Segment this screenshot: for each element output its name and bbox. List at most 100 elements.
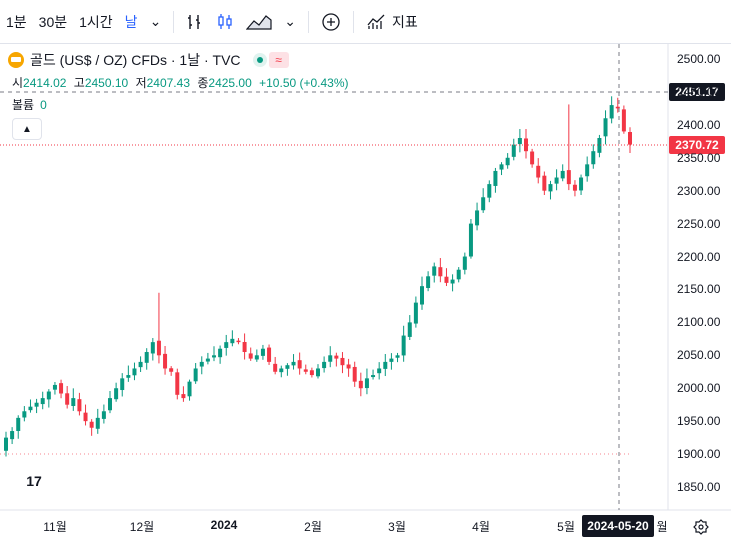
interval-1h[interactable]: 1시간 (79, 13, 113, 30)
candle-body (132, 368, 137, 376)
candle-body (597, 138, 602, 153)
candle-body (462, 256, 467, 270)
price-tick-label: 2000.00 (677, 381, 721, 396)
candle-body (334, 355, 339, 359)
candle-body (291, 361, 296, 366)
candle-body (144, 352, 149, 363)
candle-body (4, 437, 8, 451)
interval-30m[interactable]: 30분 (38, 13, 68, 30)
indicators-button[interactable]: 지표 (360, 6, 424, 38)
candle-body (242, 341, 247, 353)
market-status-dot[interactable] (252, 53, 267, 67)
indicators-icon (367, 14, 385, 29)
candle-body (444, 276, 449, 283)
candle-body (169, 368, 174, 372)
time-tick-label: 2024 (210, 518, 238, 532)
time-tick-label: 5월 (557, 520, 575, 534)
candle-body (328, 355, 333, 362)
price-tick-label: 1950.00 (677, 414, 721, 429)
candle-body (364, 378, 369, 389)
compare-button[interactable] (315, 6, 347, 38)
candle-body (401, 335, 406, 356)
price-tick-label: 2100.00 (677, 315, 721, 330)
symbol-title[interactable]: 골드 (US$ / OZ) CFDs · 1날 · TVC (30, 52, 241, 68)
candle-body (591, 151, 596, 165)
candle-body (505, 157, 510, 166)
candle-body (536, 165, 541, 178)
candle-body (34, 402, 39, 407)
price-tick-label: 2450.00 (677, 84, 721, 99)
price-tick-label: 2250.00 (677, 216, 721, 231)
price-tick-label: 2500.00 (677, 52, 721, 66)
candle-body (475, 210, 480, 226)
candle-body (572, 184, 577, 191)
time-tick-label: 3월 (388, 520, 406, 534)
open-value: 2414.02 (23, 76, 67, 90)
candle-body (499, 164, 504, 170)
candle-body (438, 267, 443, 277)
candle-body (322, 361, 327, 369)
candle-body (468, 223, 473, 257)
price-tick-label: 1900.00 (677, 447, 721, 462)
last-price-tag: 2370.72 (669, 136, 725, 154)
candle-body (609, 105, 614, 119)
price-chart[interactable] (0, 44, 731, 548)
candle-body (65, 393, 70, 405)
candle-body (352, 366, 357, 382)
candle-body (554, 177, 559, 184)
delayed-data-icon[interactable]: ≈ (268, 52, 289, 68)
candle-body (218, 348, 223, 358)
open-label: 시 (12, 76, 24, 90)
interval-1m[interactable]: 1분 (6, 13, 27, 30)
top-toolbar: 1분 30분 1시간 날 ⌄ ⌄ 지표 (0, 0, 731, 44)
tradingview-logo[interactable]: 17 (18, 468, 50, 494)
interval-1d[interactable]: 날 (124, 13, 138, 30)
low-value: 2407.43 (146, 76, 190, 90)
change-value: +10.50 (+0.43%) (259, 76, 349, 90)
candle-body (138, 361, 143, 368)
close-value: 2425.00 (208, 76, 252, 90)
collapse-legend-button[interactable]: ▲ (12, 118, 42, 140)
volume-label[interactable]: 볼륨 (12, 98, 35, 112)
candle-body (205, 358, 210, 362)
candles-icon (218, 13, 232, 29)
candle-body (346, 364, 351, 369)
time-tick-label: 2월 (304, 520, 322, 534)
bars-icon (188, 14, 201, 29)
candle-body (309, 370, 314, 376)
candle-body (101, 411, 106, 419)
gear-icon (693, 519, 709, 535)
gold-coin-icon (8, 52, 24, 68)
interval-dropdown[interactable]: ⌄ (144, 6, 168, 38)
tradingview-logo-mark: 17 (26, 473, 42, 489)
chart-type-dropdown[interactable]: ⌄ (278, 6, 302, 38)
candle-body (316, 368, 320, 377)
crosshair-price-tag: 2451.17 (669, 83, 725, 101)
candle-body (52, 384, 57, 390)
candle-body (83, 412, 88, 422)
symbol-legend: 골드 (US$ / OZ) CFDs · 1날 · TVC ≈ (8, 50, 289, 70)
candle-body (163, 353, 168, 369)
candle-body (450, 279, 455, 284)
divider (353, 10, 355, 33)
candle-body (181, 394, 186, 399)
candle-body (95, 417, 100, 429)
candle-body (542, 175, 547, 191)
bars-style-button[interactable] (180, 6, 210, 38)
area-chart-icon (246, 14, 272, 30)
chevron-down-icon: ⌄ (284, 13, 297, 29)
candle-body (187, 381, 192, 397)
candle-body (615, 106, 620, 109)
price-tick-label: 2200.00 (677, 249, 721, 264)
time-axis-tail-label: 월 (656, 520, 668, 534)
candle-body (40, 398, 45, 405)
candle-body (548, 184, 553, 192)
candles-style-button[interactable] (210, 6, 240, 38)
chevron-up-icon: ▲ (22, 123, 32, 135)
settings-button[interactable] (693, 519, 709, 535)
candle-body (426, 276, 431, 289)
candle-body (10, 431, 15, 440)
candle-body (389, 358, 394, 362)
candle-body (579, 177, 584, 191)
area-style-button[interactable] (240, 6, 278, 38)
